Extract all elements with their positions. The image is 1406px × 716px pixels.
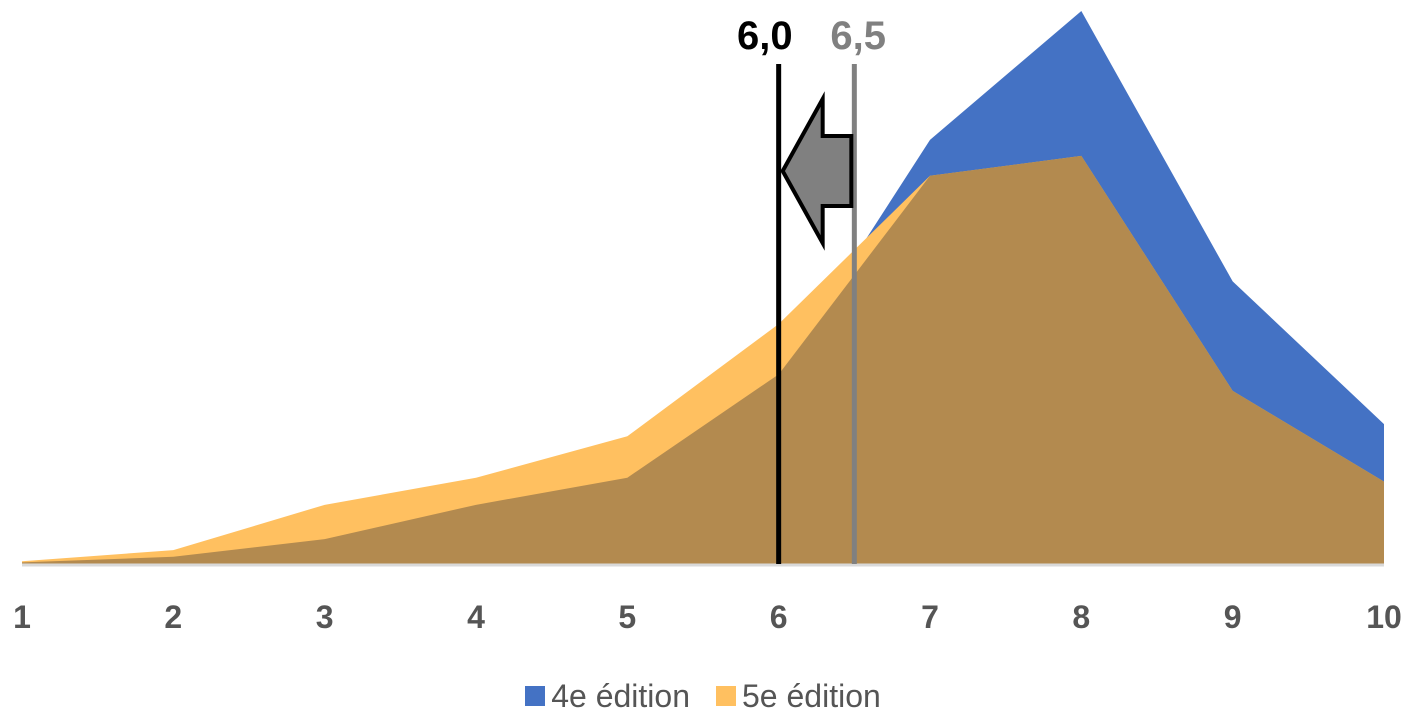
chart-legend: 4e édition 5e édition xyxy=(0,676,1406,716)
x-tick-label-3: 3 xyxy=(316,599,334,635)
x-tick-label-1: 1 xyxy=(13,599,31,635)
legend-label-5e: 5e édition xyxy=(742,677,881,714)
series-overlap-area xyxy=(22,155,1384,565)
legend-swatch-5e xyxy=(716,686,736,706)
x-tick-label-5: 5 xyxy=(618,599,636,635)
x-tick-label-4: 4 xyxy=(467,599,485,635)
legend-swatch-4e xyxy=(525,686,546,706)
x-tick-label-6: 6 xyxy=(770,599,788,635)
marker-label-6-5: 6,5 xyxy=(830,14,886,58)
legend-item-4e: 4e édition xyxy=(525,678,690,715)
x-tick-label-8: 8 xyxy=(1072,599,1090,635)
x-tick-label-2: 2 xyxy=(164,599,182,635)
legend-item-5e: 5e édition xyxy=(716,678,881,715)
shift-arrow xyxy=(780,91,854,251)
legend-label-4e: 4e édition xyxy=(551,677,690,714)
marker-label-6-0: 6,0 xyxy=(737,14,793,58)
x-tick-label-9: 9 xyxy=(1224,599,1242,635)
x-tick-label-7: 7 xyxy=(921,599,939,635)
x-tick-label-10: 10 xyxy=(1366,599,1402,635)
